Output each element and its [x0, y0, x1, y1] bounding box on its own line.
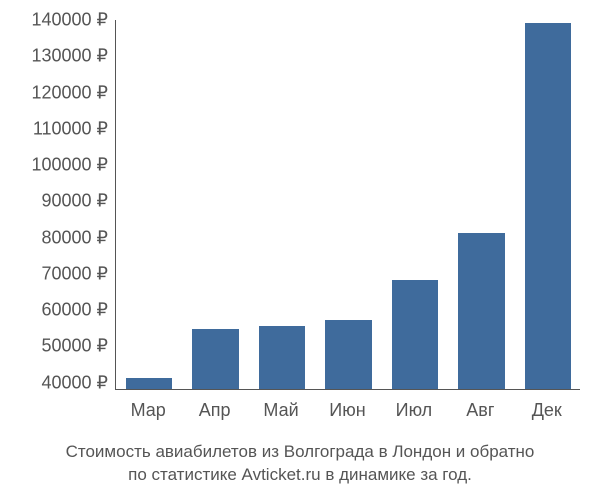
- bar: [325, 320, 372, 389]
- y-axis-label: 130000 ₽: [8, 46, 108, 67]
- y-axis-label: 100000 ₽: [8, 155, 108, 176]
- y-axis-label: 70000 ₽: [8, 263, 108, 284]
- bar: [458, 233, 505, 389]
- x-axis-label: Июн: [318, 400, 378, 421]
- x-axis-label: Мар: [118, 400, 178, 421]
- bar: [525, 23, 572, 389]
- y-axis-label: 90000 ₽: [8, 191, 108, 212]
- bar: [259, 326, 306, 389]
- x-axis-label: Май: [251, 400, 311, 421]
- caption-line-1: Стоимость авиабилетов из Волгограда в Ло…: [66, 442, 535, 461]
- bar: [392, 280, 439, 389]
- y-axis-label: 40000 ₽: [8, 372, 108, 393]
- x-axis-label: Авг: [450, 400, 510, 421]
- y-axis-label: 50000 ₽: [8, 336, 108, 357]
- price-chart: 40000 ₽ 50000 ₽ 60000 ₽ 70000 ₽ 80000 ₽ 90000…: [0, 10, 600, 440]
- y-axis-label: 110000 ₽: [8, 118, 108, 139]
- y-axis-label: 140000 ₽: [8, 10, 108, 31]
- x-axis-label: Дек: [517, 400, 577, 421]
- y-axis-label: 60000 ₽: [8, 300, 108, 321]
- bar: [192, 329, 239, 389]
- plot-area: [115, 20, 580, 390]
- caption-line-2: по статистике Avticket.ru в динамике за …: [128, 465, 472, 484]
- y-axis-label: 80000 ₽: [8, 227, 108, 248]
- x-axis-label: Июл: [384, 400, 444, 421]
- bar: [126, 378, 173, 389]
- x-axis-label: Апр: [185, 400, 245, 421]
- chart-caption: Стоимость авиабилетов из Волгограда в Ло…: [0, 441, 600, 487]
- y-axis-label: 120000 ₽: [8, 82, 108, 103]
